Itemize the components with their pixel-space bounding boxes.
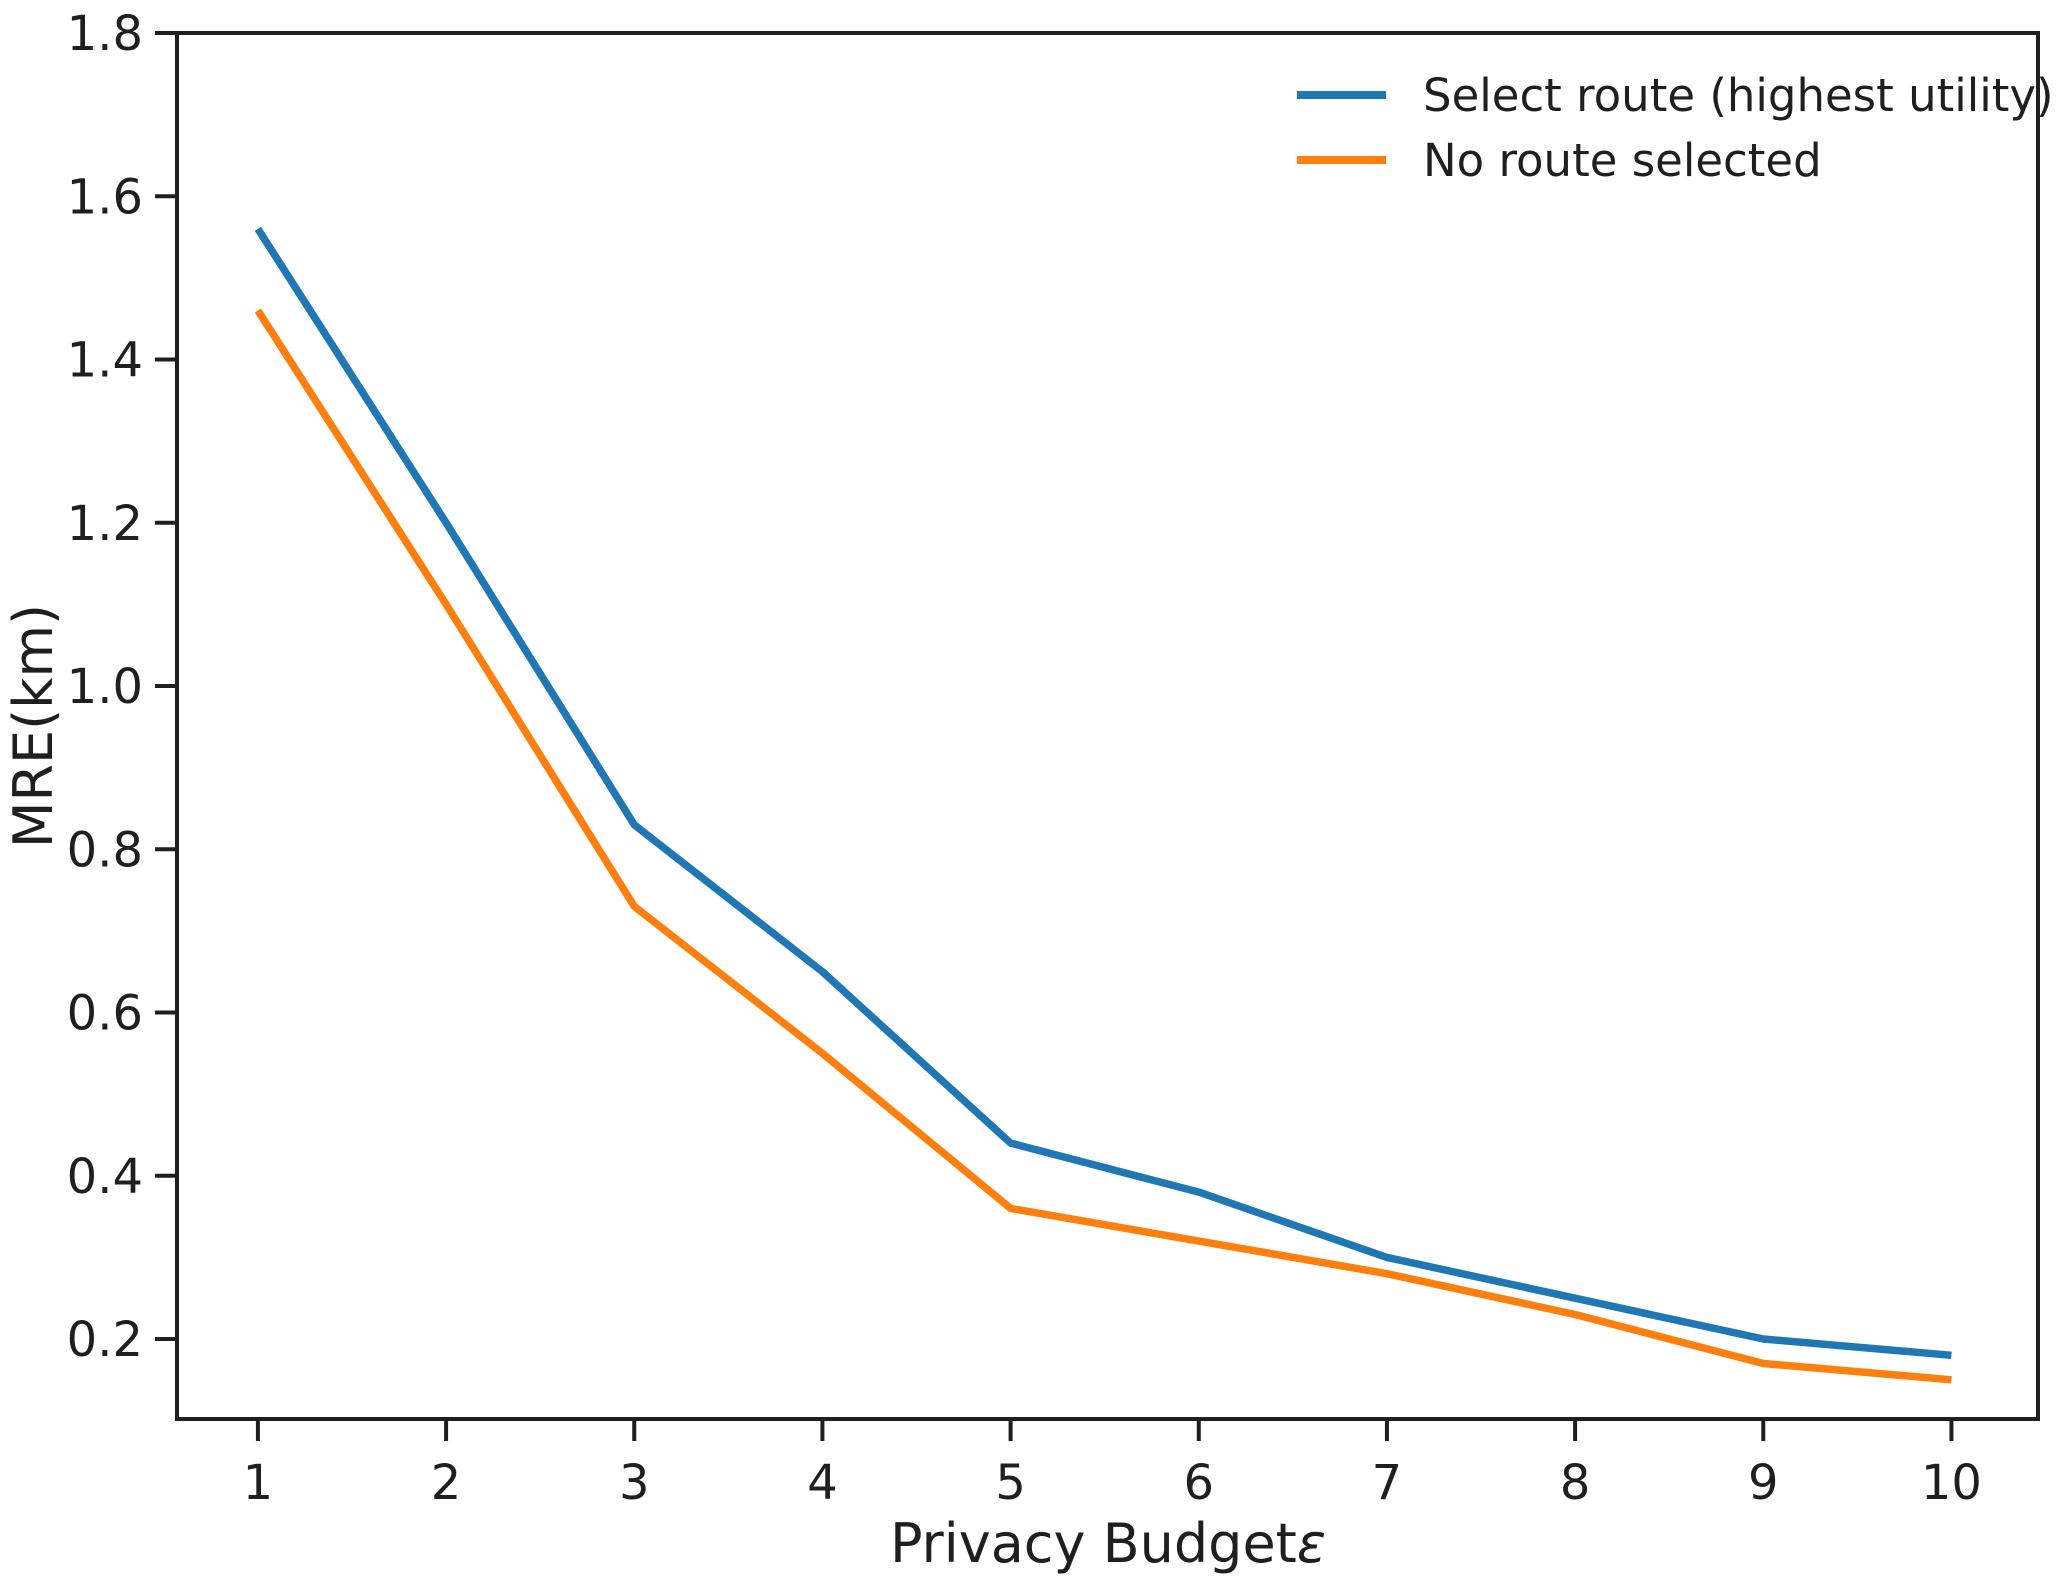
y-axis: 0.2 0.4 0.6 0.8 1.0 1.2 1.4 1.6 1.8 — [67, 6, 177, 1368]
x-tick-label: 3 — [619, 1455, 650, 1511]
x-tick-label: 5 — [995, 1455, 1026, 1511]
series-line-1 — [254, 308, 1952, 1384]
y-tick-label: 1.4 — [67, 333, 143, 389]
y-tick-label: 1.0 — [67, 659, 143, 715]
legend-item: Select route (highest utility) — [1297, 69, 2054, 122]
x-tick-label: 4 — [807, 1455, 838, 1511]
y-tick-label: 1.2 — [67, 496, 143, 552]
y-axis-label: MRE(km) — [2, 604, 65, 848]
x-tick-label: 8 — [1560, 1455, 1591, 1511]
y-tick-label: 1.8 — [67, 6, 143, 62]
x-axis: 1 2 3 4 5 6 7 8 9 10 — [243, 1419, 1982, 1511]
x-tick-label: 7 — [1372, 1455, 1403, 1511]
y-tick-label: 0.8 — [67, 822, 143, 878]
legend: Select route (highest utility) No route s… — [1297, 69, 2054, 187]
x-axis-label-text: Privacy Budget — [890, 1512, 1297, 1575]
x-tick-label: 1 — [243, 1455, 274, 1511]
x-axis-label: Privacy Budgetε — [890, 1512, 1326, 1575]
x-tick-label: 6 — [1183, 1455, 1214, 1511]
y-tick-label: 0.6 — [67, 986, 143, 1042]
legend-label: Select route (highest utility) — [1423, 69, 2054, 122]
x-tick-label: 10 — [1921, 1455, 1982, 1511]
series-line-0 — [254, 226, 1952, 1360]
x-axis-label-epsilon: ε — [1297, 1512, 1326, 1575]
plot-spines — [175, 31, 2040, 1421]
legend-label: No route selected — [1423, 134, 1822, 187]
y-tick-label: 0.2 — [67, 1312, 143, 1368]
y-tick-label: 0.4 — [67, 1149, 143, 1205]
y-tick-label: 1.6 — [67, 169, 143, 225]
x-tick-label: 9 — [1748, 1455, 1779, 1511]
data-series — [254, 226, 1952, 1384]
x-tick-label: 2 — [431, 1455, 462, 1511]
legend-item: No route selected — [1297, 134, 1822, 187]
